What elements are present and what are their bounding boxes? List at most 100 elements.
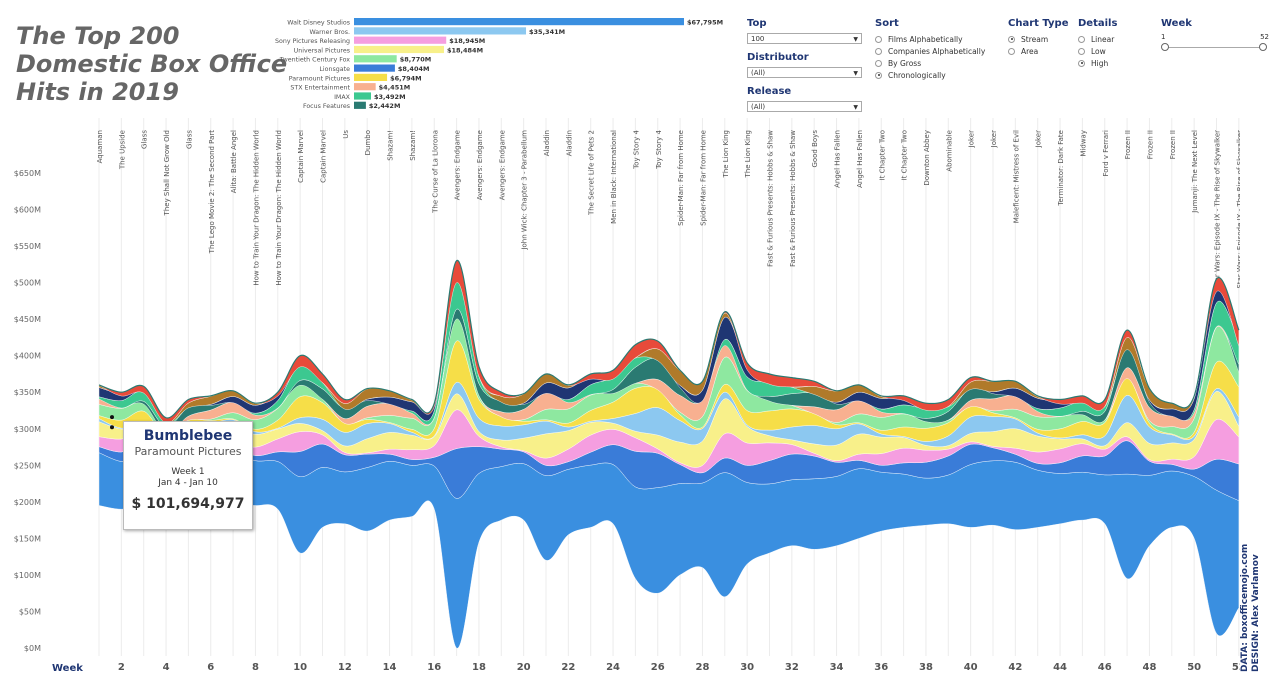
y-tick-label: $350M xyxy=(14,388,41,397)
chevron-down-icon: ▼ xyxy=(853,70,858,77)
distributor-select[interactable]: (All) ▼ xyxy=(747,67,862,78)
film-label: Aladdin xyxy=(543,130,551,156)
sort-option-label: Companies Alphabetically xyxy=(888,46,986,56)
film-label: Us xyxy=(342,130,350,139)
film-label: Avengers: Endgame xyxy=(476,130,484,200)
credits-design: DESIGN: Alex Varlamov xyxy=(1251,554,1261,672)
distributor-name: Focus Features xyxy=(303,103,350,110)
distributor-bar[interactable] xyxy=(354,36,447,44)
x-tick-label: 14 xyxy=(383,662,397,673)
film-label: John Wick: Chapter 3 - Parabellum xyxy=(521,130,529,251)
x-tick-label: 52 xyxy=(1232,662,1240,673)
distributor-bar[interactable] xyxy=(354,64,395,72)
radio-selected-icon xyxy=(1078,59,1085,67)
distributor-bar[interactable] xyxy=(354,83,376,91)
film-label: Good Boys xyxy=(811,130,819,168)
distributor-value: $67,795M xyxy=(687,19,723,27)
film-label: Toy Story 4 xyxy=(632,129,640,169)
y-tick-label: $500M xyxy=(14,279,41,288)
radio-icon xyxy=(1008,47,1015,55)
distributor-value: $4,451M xyxy=(379,84,411,92)
y-tick-label: $550M xyxy=(14,242,41,251)
details-option-low[interactable]: Low xyxy=(1078,45,1117,57)
distributor-value: $8,770M xyxy=(400,56,432,64)
sort-option-by-gross[interactable]: By Gross xyxy=(875,57,985,69)
x-tick-label: 8 xyxy=(252,662,259,673)
distributor-value: $35,341M xyxy=(529,28,565,36)
details-option-linear[interactable]: Linear xyxy=(1078,33,1117,45)
sort-control: Sort Films Alphabetically Companies Alph… xyxy=(875,18,985,81)
chart-type-control: Chart Type Stream Area xyxy=(1008,18,1069,57)
week-label: Week xyxy=(1161,18,1192,29)
streamgraph-chart[interactable]: $0M $50M $100M $150M $200M $250M $300M $350M $40… xyxy=(0,118,1240,686)
release-filter-label: Release xyxy=(747,86,792,97)
radio-icon xyxy=(875,35,882,43)
distributor-bar[interactable] xyxy=(354,18,684,26)
film-label: Star Wars: Episode IX - The Rise of Skyw… xyxy=(1214,130,1222,289)
y-tick-label: $300M xyxy=(14,425,41,434)
distributor-name: Universal Pictures xyxy=(294,47,350,54)
x-tick-label: 24 xyxy=(606,662,620,673)
release-select[interactable]: (All) ▼ xyxy=(747,101,862,112)
y-tick-label: $200M xyxy=(14,498,41,507)
top-select[interactable]: 100 ▼ xyxy=(747,33,862,44)
week-slider[interactable] xyxy=(1161,43,1267,53)
sort-option-chronologically[interactable]: Chronologically xyxy=(875,69,985,81)
film-label: The Upside xyxy=(118,130,126,170)
film-label: Jumanji: The Next Level xyxy=(1191,130,1199,214)
distributor-name: Paramount Pictures xyxy=(289,75,350,82)
film-label: Men in Black: International xyxy=(610,130,618,224)
y-tick-label: $100M xyxy=(14,571,41,580)
chart-type-option-area[interactable]: Area xyxy=(1008,45,1069,57)
release-filter: Release (All) ▼ xyxy=(747,86,862,112)
film-label: Fast & Furious Presents: Hobbs & Shaw xyxy=(789,130,797,267)
film-label: How to Train Your Dragon: The Hidden Wor… xyxy=(252,130,260,286)
distributor-bar[interactable] xyxy=(354,27,527,35)
distributor-name: Walt Disney Studios xyxy=(287,20,350,27)
x-tick-label: 22 xyxy=(561,662,575,673)
distributor-name: Warner Bros. xyxy=(309,29,350,36)
distributor-bar[interactable] xyxy=(354,55,397,63)
details-option-high[interactable]: High xyxy=(1078,57,1117,69)
film-label: Frozen II xyxy=(1146,130,1154,159)
radio-selected-icon xyxy=(1008,35,1015,43)
film-label: Joker xyxy=(1035,130,1043,148)
film-label: The Secret Life of Pets 2 xyxy=(588,130,596,216)
radio-icon xyxy=(875,47,882,55)
distributor-name: Twentieth Century Fox xyxy=(279,57,350,64)
film-label: The Lion King xyxy=(722,130,730,178)
week-slider-end-handle[interactable] xyxy=(1259,43,1267,51)
radio-icon xyxy=(875,59,882,67)
x-tick-label: 44 xyxy=(1053,662,1067,673)
chevron-down-icon: ▼ xyxy=(853,36,858,43)
highlight-marker xyxy=(110,415,114,420)
film-label: Shazam! xyxy=(409,130,417,161)
distributor-value: $3,492M xyxy=(374,93,406,101)
y-tick-label: $600M xyxy=(14,206,41,215)
film-label: Captain Marvel xyxy=(320,130,328,183)
film-label: Downton Abbey xyxy=(923,130,931,186)
film-label: Aquaman xyxy=(96,130,104,163)
distributor-value: $2,442M xyxy=(369,102,401,110)
week-slider-track xyxy=(1163,47,1265,48)
y-tick-label: $450M xyxy=(14,315,41,324)
sort-option-films-alphabetically[interactable]: Films Alphabetically xyxy=(875,33,985,45)
y-tick-label: $250M xyxy=(14,461,41,470)
distributor-bar[interactable] xyxy=(354,92,371,100)
film-label: Frozen II xyxy=(1169,130,1177,159)
sort-option-companies-alphabetically[interactable]: Companies Alphabetically xyxy=(875,45,985,57)
details-control: Details Linear Low High xyxy=(1078,18,1117,69)
week-slider-start-handle[interactable] xyxy=(1161,43,1169,51)
distributor-bar[interactable] xyxy=(354,45,444,54)
title-line-2: Domestic Box Office xyxy=(16,50,288,78)
y-tick-label: $50M xyxy=(19,607,41,616)
film-label: Alita: Battle Angel xyxy=(230,130,238,193)
chart-type-option-stream[interactable]: Stream xyxy=(1008,33,1069,45)
x-tick-label: 10 xyxy=(293,662,307,673)
distributor-bar[interactable] xyxy=(354,73,388,81)
film-label: How to Train Your Dragon: The Hidden Wor… xyxy=(275,130,283,286)
distributor-bar[interactable] xyxy=(354,101,366,109)
y-tick-label: $400M xyxy=(14,352,41,361)
film-label: Shazam! xyxy=(387,130,395,161)
distributor-bar-chart[interactable]: Walt Disney Studios $67,795M Warner Bros. $… xyxy=(250,15,730,120)
